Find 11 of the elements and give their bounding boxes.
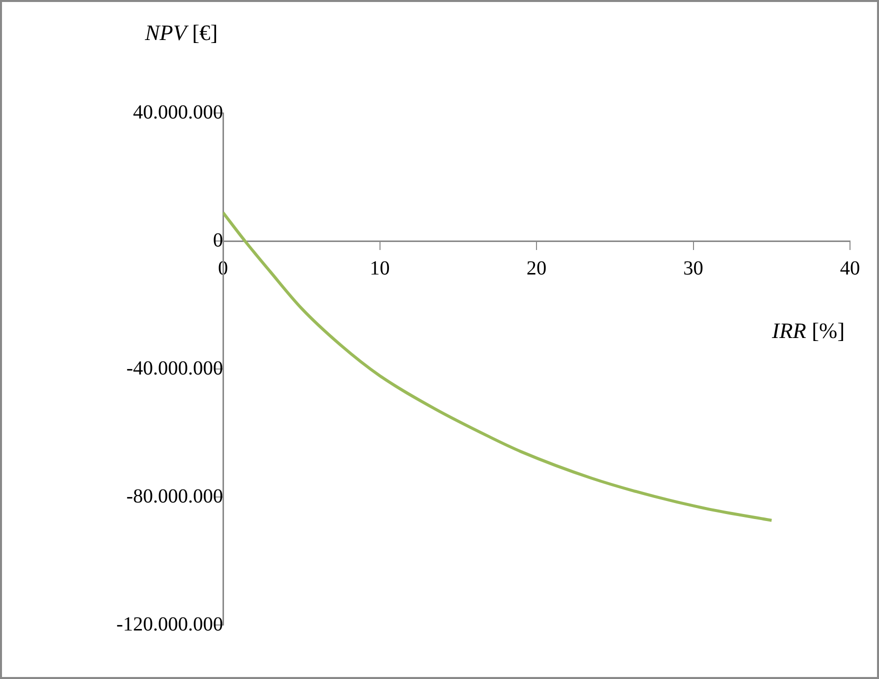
x-tick-label: 30	[683, 257, 704, 280]
x-tick-label: 40	[840, 257, 860, 280]
y-tick-label: 40.000.000	[133, 101, 223, 124]
x-tick-label: 20	[526, 257, 546, 280]
axis-title: IRR [%]	[772, 318, 845, 344]
y-tick-label: 0	[213, 229, 223, 252]
axis-title: NPV [€]	[145, 20, 218, 46]
y-tick-label: -120.000.000	[116, 613, 223, 636]
y-tick-label: -40.000.000	[126, 357, 223, 380]
x-tick-label: 10	[370, 257, 390, 280]
y-tick-label: -80.000.000	[126, 485, 223, 508]
